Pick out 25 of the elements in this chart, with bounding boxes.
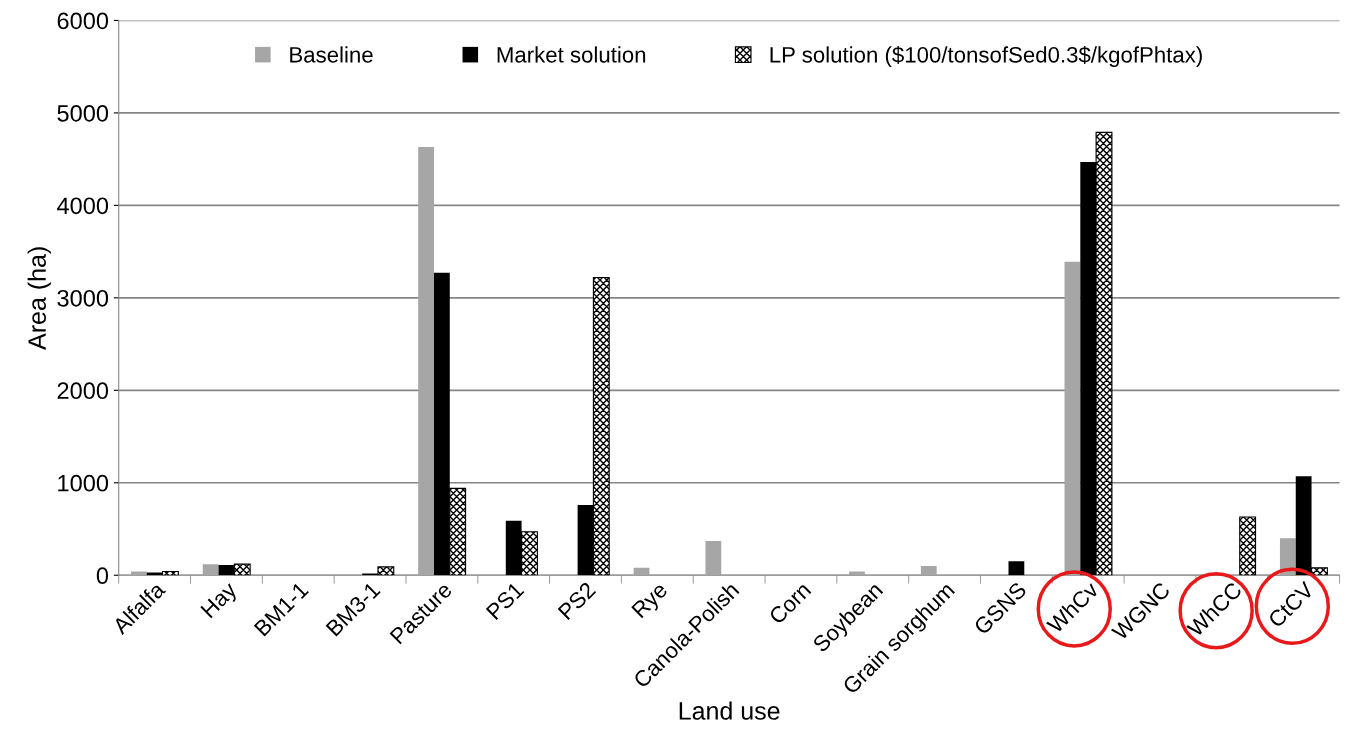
bar [1239, 516, 1257, 576]
bar [418, 147, 434, 576]
y-tick-label: 0 [96, 567, 109, 585]
y-tick-label: 5000 [57, 104, 109, 122]
y-axis-title: Area (ha) [27, 247, 51, 350]
x-axis-title: Land use [679, 701, 780, 720]
y-tick-label: 6000 [57, 12, 109, 30]
bar [1008, 561, 1025, 576]
y-tick-label: 4000 [57, 197, 109, 215]
x-tick-label: Hay [200, 580, 242, 622]
legend-label: Market solution [497, 46, 646, 63]
bar [633, 567, 650, 576]
bar [1279, 538, 1296, 576]
legend-label: LP solution ($100/tonsofSed0.3$/kgofPhtax) [770, 45, 1202, 68]
y-tick-label: 3000 [57, 289, 109, 307]
bar [705, 541, 722, 576]
x-tick-label: PS2 [557, 581, 597, 621]
x-tick-label: Corn [768, 581, 812, 625]
bar [1064, 261, 1081, 576]
legend-label: Baseline [290, 46, 373, 63]
bar [920, 565, 937, 576]
y-tick-label: 1000 [58, 474, 109, 492]
x-tick-label: PS1 [485, 581, 525, 621]
bar [202, 564, 219, 576]
y-tick-label: 2000 [57, 382, 109, 400]
